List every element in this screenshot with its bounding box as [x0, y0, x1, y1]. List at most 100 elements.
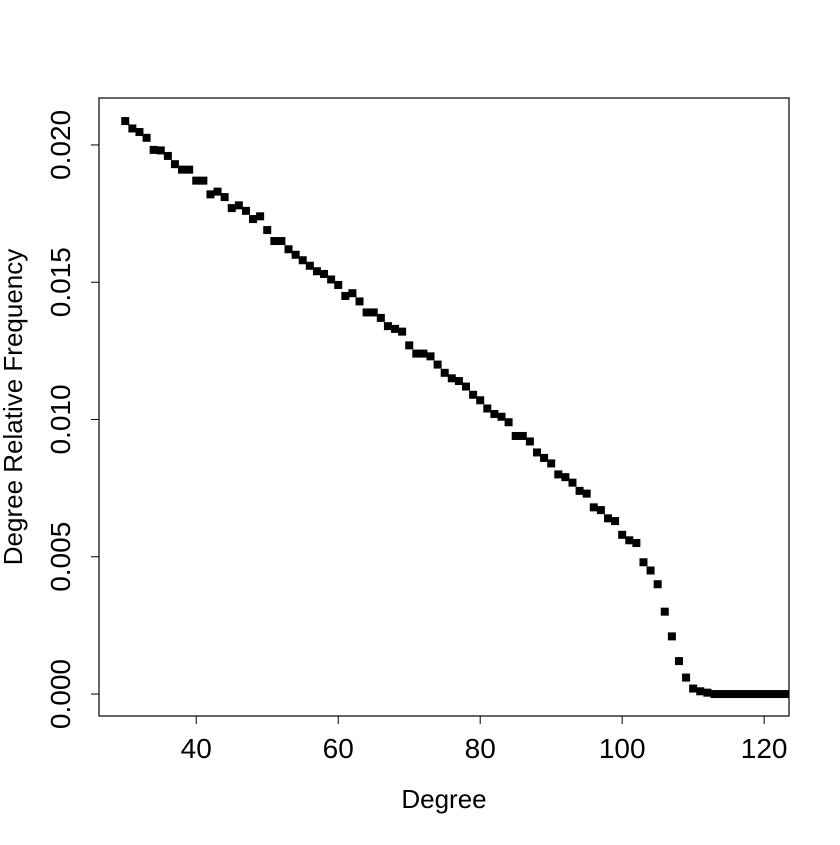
point — [703, 688, 712, 697]
point — [660, 607, 669, 616]
point — [518, 431, 527, 440]
point — [554, 470, 563, 479]
point — [547, 459, 556, 468]
point — [596, 506, 605, 515]
point — [504, 418, 513, 427]
point — [618, 530, 627, 539]
plot-frame — [98, 97, 790, 717]
point — [383, 322, 392, 331]
point — [170, 160, 179, 169]
point — [745, 690, 754, 699]
point — [305, 261, 314, 270]
x-tick-label: 40 — [181, 733, 212, 764]
point — [603, 514, 612, 523]
point — [611, 517, 620, 526]
point — [419, 349, 428, 358]
x-tick-label: 60 — [323, 733, 354, 764]
point — [568, 478, 577, 487]
point — [298, 256, 307, 265]
point — [497, 412, 506, 421]
point — [249, 215, 258, 224]
x-tick-label: 80 — [465, 733, 496, 764]
point — [639, 558, 648, 567]
point — [376, 313, 385, 322]
point — [341, 291, 350, 300]
point — [774, 690, 783, 699]
point — [440, 368, 449, 377]
point — [561, 473, 570, 482]
point — [738, 690, 747, 699]
point — [575, 486, 584, 495]
point — [312, 267, 321, 276]
point — [625, 536, 634, 545]
y-tick-label: 0.020 — [45, 110, 76, 180]
point — [320, 269, 329, 278]
point — [277, 237, 286, 246]
point — [362, 308, 371, 317]
points — [121, 117, 789, 699]
point — [753, 690, 762, 699]
point — [405, 341, 414, 350]
point — [540, 453, 549, 462]
point — [632, 539, 641, 548]
point — [490, 410, 499, 419]
point — [447, 374, 456, 383]
point — [731, 690, 740, 699]
point — [348, 289, 357, 298]
y-axis-label: Degree Relative Frequency — [0, 249, 28, 566]
point — [206, 190, 215, 199]
point — [433, 360, 442, 369]
y-tick-label: 0.015 — [45, 247, 76, 317]
point — [469, 390, 478, 399]
point — [717, 690, 726, 699]
point — [121, 117, 130, 126]
point — [199, 176, 208, 185]
y-tick-label: 0.010 — [45, 384, 76, 454]
point — [192, 176, 201, 185]
point — [270, 237, 279, 246]
point — [646, 566, 655, 575]
point — [291, 250, 300, 259]
point — [398, 327, 407, 336]
point — [163, 151, 172, 160]
point — [128, 124, 137, 133]
point — [142, 133, 151, 142]
point — [178, 165, 187, 174]
point — [234, 201, 243, 210]
point — [412, 349, 421, 358]
point — [454, 377, 463, 386]
point — [355, 297, 364, 306]
point — [653, 580, 662, 589]
point — [213, 187, 222, 196]
point — [149, 145, 158, 154]
point — [241, 206, 250, 215]
point — [462, 382, 471, 391]
point — [156, 146, 165, 155]
point — [689, 684, 698, 693]
point — [674, 657, 683, 666]
point — [391, 324, 400, 333]
point — [710, 690, 719, 699]
point — [256, 212, 265, 221]
point — [227, 204, 236, 213]
x-tick-label: 100 — [599, 733, 646, 764]
point — [696, 687, 705, 696]
point — [284, 245, 293, 254]
point — [369, 308, 378, 317]
point — [220, 193, 229, 202]
point — [667, 632, 676, 641]
point — [582, 489, 591, 498]
point — [724, 690, 733, 699]
y-tick-label: 0.005 — [45, 522, 76, 592]
point — [532, 448, 541, 457]
point — [263, 226, 272, 235]
point — [185, 165, 194, 174]
point — [327, 275, 336, 284]
point — [334, 280, 343, 289]
point — [135, 128, 144, 137]
point — [760, 690, 769, 699]
point — [476, 396, 485, 405]
point — [525, 437, 534, 446]
point — [781, 690, 789, 699]
